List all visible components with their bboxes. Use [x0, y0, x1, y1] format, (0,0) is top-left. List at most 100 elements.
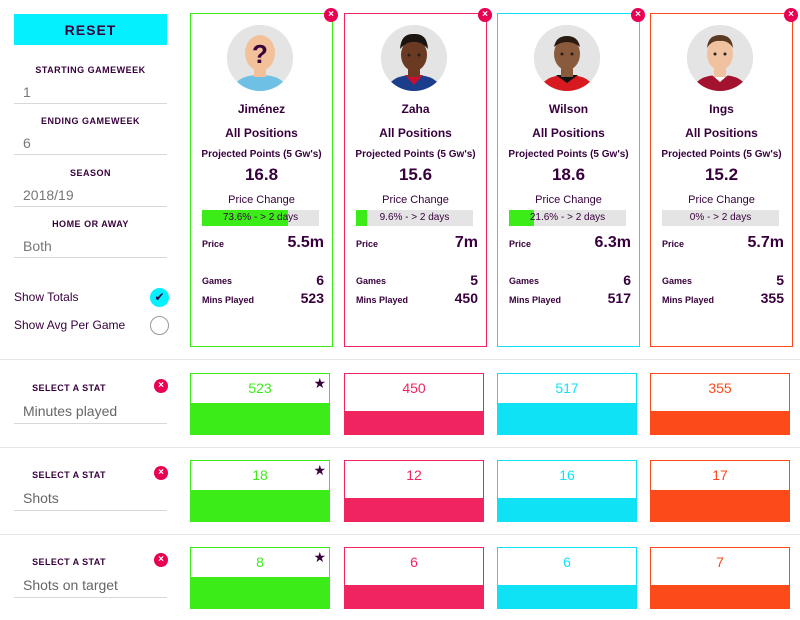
reset-button[interactable]: RESET: [14, 14, 167, 45]
close-icon: ×: [158, 554, 164, 565]
stat-value: 355: [708, 380, 732, 396]
show-totals-label: Show Totals: [14, 290, 79, 304]
player-avatar: ?: [227, 25, 293, 91]
season-select[interactable]: 2018/19: [14, 183, 167, 207]
mins-played-value: 523: [300, 290, 324, 306]
player-name: Jiménez: [237, 102, 286, 116]
stat-bar-fill: [191, 489, 329, 521]
stat-bar-fill: [651, 489, 789, 521]
player-name: Zaha: [401, 102, 430, 116]
projected-points-value: 18.6: [551, 165, 586, 184]
games-label: Games: [202, 276, 233, 286]
starting-gameweek-select[interactable]: 1: [14, 80, 167, 104]
close-icon: ×: [158, 467, 164, 478]
show-totals-toggle[interactable]: Show Totals ✔: [14, 287, 169, 307]
remove-player-button[interactable]: ×: [324, 8, 338, 22]
games-label: Games: [662, 276, 693, 286]
stat-value-box: 450: [344, 373, 484, 435]
projected-points-label: Projected Points (5 Gw's): [508, 149, 629, 160]
price-change-bar: 73.6% - > 2 days: [202, 210, 319, 226]
remove-stat-button[interactable]: ×: [154, 379, 168, 393]
stat-value: 450: [402, 380, 426, 396]
divider: [0, 359, 800, 360]
player-card: × Wilson All Positions Projected Points …: [497, 8, 645, 347]
player-card: × Zaha All Positions Projected Points (5…: [344, 8, 492, 347]
show-avg-radio[interactable]: [150, 315, 169, 335]
mins-played-value: 517: [607, 290, 631, 306]
player-card: × ? Jiménez All Positions Projected Poin…: [190, 8, 338, 347]
projected-points-value: 16.8: [244, 165, 279, 184]
divider: [0, 534, 800, 535]
divider: [0, 447, 800, 448]
show-avg-toggle[interactable]: Show Avg Per Game: [14, 315, 169, 335]
svg-text:?: ?: [252, 39, 268, 69]
stat-value: 7: [716, 554, 724, 570]
show-totals-radio[interactable]: ✔: [150, 287, 169, 307]
price-change-bar: 9.6% - > 2 days: [356, 210, 473, 226]
season-label: SEASON: [69, 168, 111, 178]
close-icon: ×: [635, 9, 641, 20]
stat-value: 6: [410, 554, 418, 570]
player-card: × Ings All Positions Projected Points (5…: [650, 8, 798, 347]
price-change-label: Price Change: [228, 194, 295, 206]
star-icon: ★: [313, 549, 326, 565]
star-icon: ★: [313, 462, 326, 478]
projected-points-value: 15.6: [398, 165, 433, 184]
price-label: Price: [202, 239, 225, 249]
stat-bar-fill: [651, 585, 789, 608]
stat-value-box: 6: [344, 547, 484, 609]
show-avg-label: Show Avg Per Game: [14, 318, 126, 332]
home-away-select[interactable]: Both: [14, 234, 167, 258]
mins-played-value: 355: [760, 290, 784, 306]
stat-value-box: 16: [497, 460, 637, 522]
stat-bar-fill: [651, 411, 789, 434]
price-value: 6.3m: [594, 234, 631, 251]
select-stat-label: SELECT A STAT: [32, 383, 106, 393]
mins-played-label: Mins Played: [509, 295, 562, 305]
stat-bar-fill: [498, 402, 636, 434]
stat-bar-fill: [191, 576, 329, 608]
ending-gameweek-select[interactable]: 6: [14, 131, 167, 155]
price-value: 5.7m: [747, 234, 784, 251]
stat-select-input[interactable]: Minutes played: [14, 399, 167, 424]
price-change-fill: [509, 210, 535, 226]
games-value: 6: [623, 272, 631, 288]
remove-stat-button[interactable]: ×: [154, 466, 168, 480]
stat-value-box: 12: [344, 460, 484, 522]
price-change-text: 21.6% - > 2 days: [529, 212, 606, 223]
projected-points-label: Projected Points (5 Gw's): [201, 149, 322, 160]
stat-value: 8: [256, 554, 264, 570]
starting-gameweek-label: STARTING GAMEWEEK: [35, 65, 146, 75]
player-positions: All Positions: [379, 126, 452, 140]
stat-select-input[interactable]: Shots: [14, 486, 167, 511]
home-away-label: HOME OR AWAY: [52, 219, 129, 229]
stat-value-box: 517: [497, 373, 637, 435]
price-change-fill: [202, 210, 289, 226]
price-label: Price: [662, 239, 685, 249]
remove-player-button[interactable]: ×: [478, 8, 492, 22]
remove-player-button[interactable]: ×: [784, 8, 798, 22]
price-change-label: Price Change: [688, 194, 755, 206]
stat-bar-fill: [498, 585, 636, 608]
price-change-text: 9.6% - > 2 days: [379, 212, 450, 223]
stat-value: 12: [406, 467, 422, 483]
stat-bar-fill: [345, 411, 483, 434]
price-change-fill: [356, 210, 368, 226]
remove-stat-button[interactable]: ×: [154, 553, 168, 567]
price-label: Price: [356, 239, 379, 249]
stat-bar-fill: [345, 585, 483, 608]
stat-value-box: 523 ★: [190, 373, 330, 435]
mins-played-value: 450: [454, 290, 478, 306]
player-name: Wilson: [548, 102, 589, 116]
stat-value: 16: [559, 467, 575, 483]
stat-value-box: 17: [650, 460, 790, 522]
stat-select-input[interactable]: Shots on target: [14, 573, 167, 598]
player-name: Ings: [709, 102, 734, 116]
price-change-bar: 0% - > 2 days: [662, 210, 779, 226]
remove-player-button[interactable]: ×: [631, 8, 645, 22]
checkmark-icon: ✔: [154, 290, 165, 304]
price-change-text: 0% - > 2 days: [689, 212, 752, 223]
stat-bar-fill: [345, 498, 483, 521]
projected-points-label: Projected Points (5 Gw's): [661, 149, 782, 160]
player-positions: All Positions: [225, 126, 298, 140]
